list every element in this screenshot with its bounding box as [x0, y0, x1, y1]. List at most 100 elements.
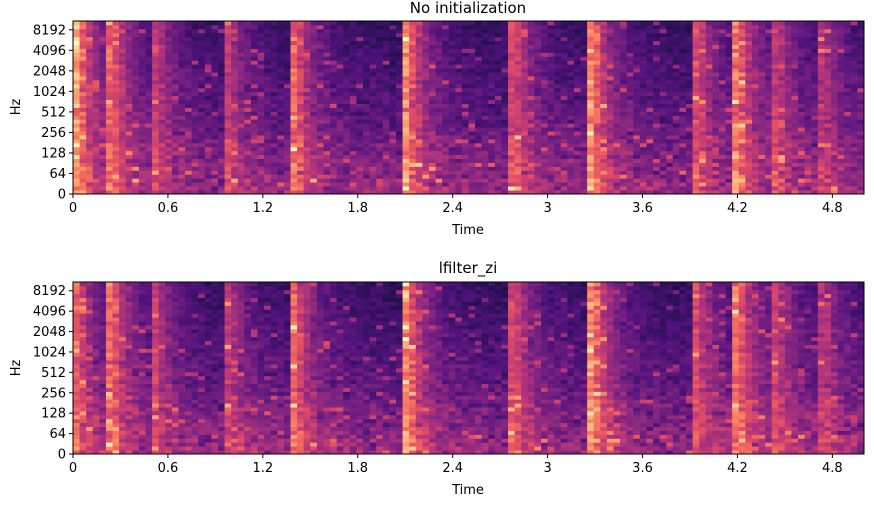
heatmap-cell — [600, 40, 608, 45]
heatmap-cell — [191, 24, 199, 30]
heatmap-cell — [158, 182, 166, 187]
heatmap-cell — [145, 107, 153, 112]
heatmap-cell — [86, 52, 94, 57]
heatmap-cell — [152, 24, 160, 30]
heatmap-cell — [297, 162, 305, 167]
heatmap-cell — [448, 190, 456, 195]
heatmap-cell — [185, 99, 193, 104]
heatmap-cell — [343, 135, 351, 140]
heatmap-cell — [442, 36, 450, 42]
heatmap-cell — [270, 115, 278, 120]
heatmap-cell — [633, 174, 641, 179]
heatmap-cell — [745, 48, 753, 53]
heatmap-cell — [705, 154, 713, 160]
heatmap-cell — [86, 40, 94, 45]
heatmap-cell — [732, 64, 740, 69]
heatmap-cell — [534, 76, 542, 81]
heatmap-cell — [587, 32, 595, 38]
heatmap-cell — [580, 186, 588, 191]
heatmap-cell — [389, 28, 397, 34]
heatmap-cell — [587, 52, 595, 57]
heatmap-cell — [382, 48, 390, 53]
heatmap-cell — [481, 36, 489, 42]
heatmap-cell — [488, 83, 496, 89]
heatmap-cell — [738, 56, 746, 61]
heatmap-cell — [363, 174, 371, 179]
heatmap-cell — [534, 146, 542, 152]
heatmap-cell — [152, 28, 160, 34]
heatmap-cell — [257, 190, 265, 195]
heatmap-cell — [165, 60, 173, 65]
heatmap-cell — [666, 36, 674, 42]
heatmap-cell — [218, 170, 226, 175]
heatmap-cell — [145, 64, 153, 69]
heatmap-cell — [250, 99, 258, 104]
heatmap-cell — [409, 123, 417, 128]
heatmap-cell — [152, 150, 160, 156]
heatmap-cell — [415, 68, 423, 73]
heatmap-cell — [534, 142, 542, 148]
heatmap-cell — [468, 28, 476, 34]
heatmap-cell — [580, 138, 588, 144]
heatmap-cell — [461, 44, 469, 49]
heatmap-cell — [738, 64, 746, 69]
heatmap-cell — [395, 190, 403, 195]
heatmap-cell — [86, 178, 94, 183]
heatmap-cell — [587, 83, 595, 89]
heatmap-cell — [125, 170, 133, 175]
heatmap-cell — [211, 64, 219, 69]
heatmap-cell — [198, 127, 206, 132]
heatmap-cell — [435, 174, 443, 179]
heatmap-cell — [679, 87, 687, 93]
heatmap-cell — [105, 95, 113, 101]
heatmap-cell — [508, 91, 516, 97]
heatmap-cell — [679, 95, 687, 101]
heatmap-cell — [547, 68, 555, 73]
heatmap-cell — [211, 79, 219, 85]
heatmap-cell — [356, 103, 364, 108]
heatmap-cell — [330, 95, 338, 101]
heatmap-cell — [152, 21, 160, 26]
heatmap-cell — [290, 131, 298, 136]
heatmap-cell — [527, 79, 535, 85]
heatmap-cell — [639, 154, 647, 160]
heatmap-cell — [376, 21, 384, 26]
heatmap-cell — [791, 99, 799, 104]
heatmap-cell — [765, 158, 773, 163]
heatmap-cell — [580, 52, 588, 57]
heatmap-cell — [686, 170, 694, 175]
heatmap-cell — [303, 56, 311, 61]
heatmap-cell — [389, 115, 397, 120]
heatmap-cell — [633, 28, 641, 34]
heatmap-cell — [218, 28, 226, 34]
heatmap-cell — [86, 146, 94, 152]
heatmap-cell — [145, 99, 153, 104]
heatmap-cell — [290, 182, 298, 187]
heatmap-cell — [699, 87, 707, 93]
heatmap-cell — [316, 138, 324, 144]
heatmap-cell — [804, 170, 812, 175]
heatmap-cell — [244, 127, 252, 132]
heatmap-cell — [270, 76, 278, 81]
heatmap-cell — [468, 107, 476, 112]
heatmap-cell — [277, 186, 285, 191]
heatmap-cell — [448, 48, 456, 53]
heatmap-cell — [527, 103, 535, 108]
heatmap-cell — [541, 146, 548, 152]
heatmap-cell — [119, 64, 127, 69]
heatmap-cell — [343, 56, 351, 61]
heatmap-cell — [659, 162, 667, 167]
heatmap-cell — [679, 56, 687, 61]
heatmap-cell — [310, 79, 318, 85]
heatmap-cell — [666, 64, 674, 69]
heatmap-cell — [105, 32, 113, 38]
heatmap-cell — [428, 48, 436, 53]
heatmap-cell — [666, 178, 674, 183]
heatmap-cell — [283, 170, 291, 175]
heatmap-cell — [639, 56, 647, 61]
heatmap-cell — [672, 119, 680, 124]
heatmap-cell — [501, 115, 509, 120]
heatmap-cell — [376, 95, 384, 101]
heatmap-cell — [79, 170, 87, 175]
heatmap-cell — [541, 36, 548, 42]
